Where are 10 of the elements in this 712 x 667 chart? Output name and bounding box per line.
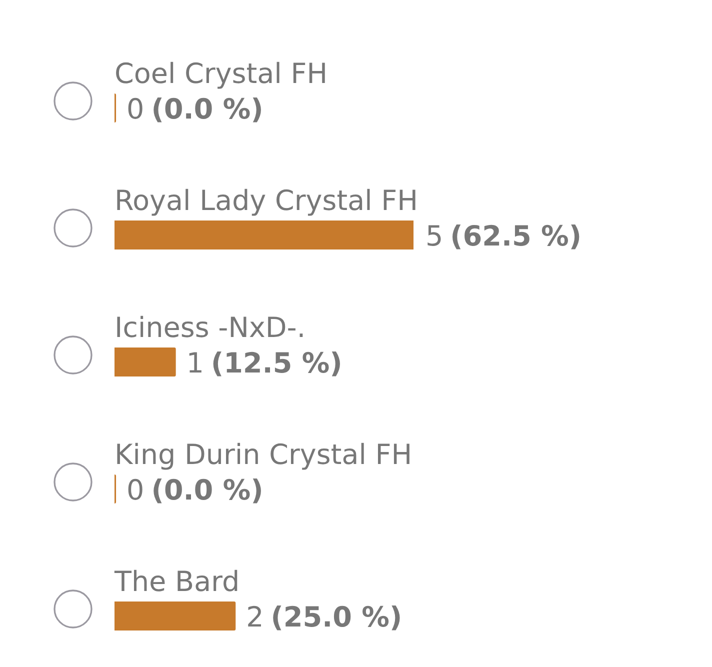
y-tick-label: Iciness -NxD-. [117,316,303,338]
data-label: 0 (0.0 %) [128,478,261,504]
data-label: 0 (0.0 %) [128,97,261,122]
y-tick-label: King Durin Crystal FH [117,442,410,470]
y-tick-label: Coel Crystal FH [116,62,325,89]
y-tick-label: The Bard [114,570,238,592]
data-label: 2 (25.0 %) [248,605,400,630]
data-label: 1 (12.5 %) [189,351,340,376]
y-tick-label: Royal Lady Crystal FH [117,188,416,216]
data-label: 5 (62.5 %) [428,224,580,250]
